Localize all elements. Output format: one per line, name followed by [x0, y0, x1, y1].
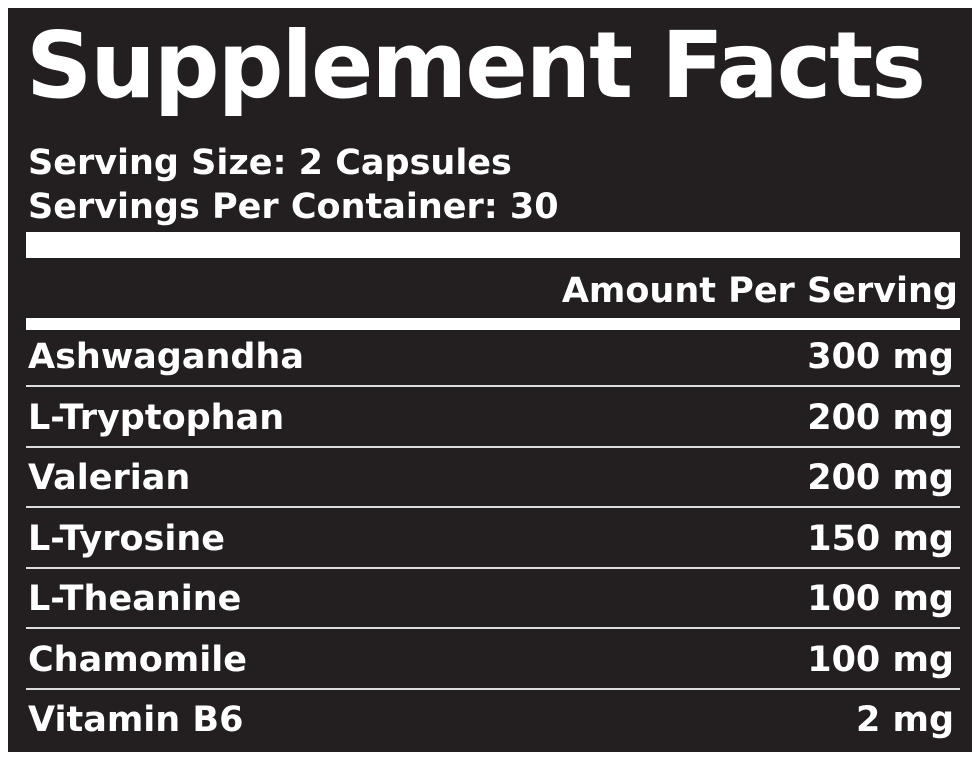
amount-header: Amount Per Serving — [561, 271, 958, 311]
ingredient-name: L-Tryptophan — [28, 397, 285, 438]
ingredient-name: L-Theanine — [28, 579, 242, 619]
row-separator — [26, 627, 960, 629]
row-separator — [26, 687, 960, 690]
ingredient-amount: 2 mg — [855, 700, 954, 740]
ingredient-name: L-Tyrosine — [28, 518, 226, 559]
ingredient-amount: 100 mg — [807, 639, 954, 680]
medium-rule — [26, 318, 960, 330]
ingredient-name: Ashwagandha — [28, 337, 304, 377]
ingredient-amount: 300 mg — [807, 337, 954, 377]
serving-size: Serving Size: 2 Capsules — [28, 143, 512, 183]
row-separator — [26, 506, 960, 508]
servings-per-container: Servings Per Container: 30 — [28, 187, 559, 227]
ingredient-name: Vitamin B6 — [28, 700, 244, 740]
ingredient-amount: 200 mg — [807, 458, 954, 498]
row-separator — [26, 566, 960, 569]
ingredient-amount: 150 mg — [807, 518, 954, 559]
ingredient-amount: 100 mg — [807, 579, 954, 619]
ingredient-name: Valerian — [28, 458, 191, 498]
facts-label: Supplement Facts Serving Size: 2 Capsule… — [8, 8, 972, 752]
ingredient-name: Chamomile — [28, 639, 247, 680]
row-separator — [26, 445, 960, 448]
title: Supplement Facts — [26, 12, 926, 119]
row-separator — [26, 385, 960, 387]
ingredient-amount: 200 mg — [807, 397, 954, 438]
thick-rule — [26, 232, 960, 258]
